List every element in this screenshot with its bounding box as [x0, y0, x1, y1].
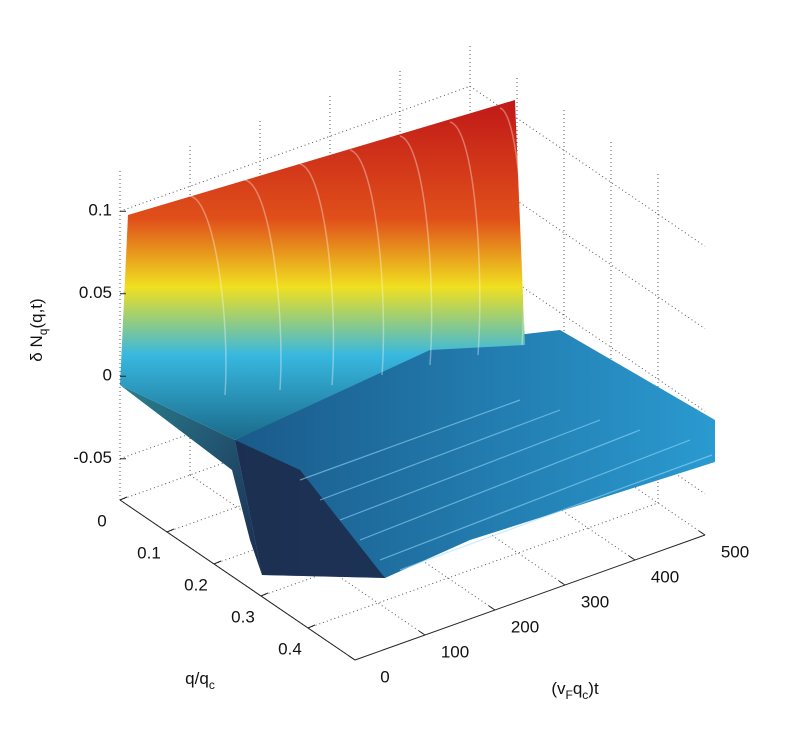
- y-tick-label: 100: [441, 642, 469, 661]
- x-tick: [213, 560, 222, 565]
- z-tick-label: 0.1: [88, 201, 112, 220]
- surface-left-face: [120, 385, 262, 575]
- y-axis-line: [354, 534, 706, 661]
- x-tick: [119, 496, 128, 501]
- y-tick-label: 300: [581, 592, 609, 611]
- grid-line: [469, 168, 706, 330]
- z-tick-label: 0: [103, 366, 112, 385]
- grid-line: [329, 424, 566, 586]
- y-label-sub-c: c: [582, 688, 588, 702]
- x-tick-label: 0.1: [137, 543, 161, 562]
- y-axis-label: (vFqc)t: [551, 679, 599, 702]
- z-label-rest: (q,t): [27, 298, 46, 328]
- y-tick-label: 500: [721, 542, 749, 561]
- axes: -0.05 0 0.05 0.1 0 0.1 0.2 0.3 0.4 0 100 200 300 400 5…: [73, 170, 749, 686]
- y-label-q: q: [573, 679, 582, 698]
- grid-line: [189, 474, 426, 636]
- grid-line: [469, 85, 706, 247]
- surface-ripples: [299, 399, 713, 571]
- grid-line: [469, 250, 706, 412]
- y-tick-label: 0: [380, 667, 389, 686]
- x-tick: [166, 528, 175, 533]
- x-axis-label: q/qc: [185, 669, 215, 692]
- y-label-sub-f: F: [565, 688, 572, 702]
- x-tick-label: 0.3: [231, 607, 255, 626]
- x-axis-line: [119, 499, 356, 661]
- z-tick-label: 0.05: [79, 283, 112, 302]
- grid-line: [399, 399, 636, 561]
- y-tick: [558, 580, 566, 586]
- x-tick-label: 0.2: [184, 575, 208, 594]
- surface-floor: [235, 330, 715, 578]
- x-tick: [260, 592, 269, 597]
- x-label-sub: c: [209, 678, 215, 692]
- y-tick: [418, 630, 426, 636]
- grid-line: [259, 449, 496, 611]
- z-axis-label: δ Nq(q,t): [27, 298, 50, 361]
- y-tick: [488, 605, 496, 611]
- z-label-main: δ N: [27, 335, 46, 361]
- y-tick: [698, 530, 706, 536]
- grid-line: [469, 374, 706, 536]
- y-tick: [628, 555, 636, 561]
- y-tick-label: 400: [651, 567, 679, 586]
- z-label-sub: q: [36, 329, 50, 336]
- x-tick: [307, 624, 316, 629]
- y-label-t: )t: [588, 679, 599, 698]
- x-tick-label: 0: [97, 511, 106, 530]
- y-label-a: (v: [551, 679, 566, 698]
- y-tick-label: 200: [511, 617, 539, 636]
- surface-ridges: [189, 107, 525, 396]
- surface-wall: [120, 100, 525, 440]
- x-label-main: q/q: [185, 669, 209, 688]
- surface-bottom: [235, 440, 385, 578]
- surface: [120, 100, 715, 578]
- x-tick-label: 0.4: [278, 639, 302, 658]
- y-tick: [348, 655, 356, 661]
- z-tick-label: -0.05: [73, 448, 112, 467]
